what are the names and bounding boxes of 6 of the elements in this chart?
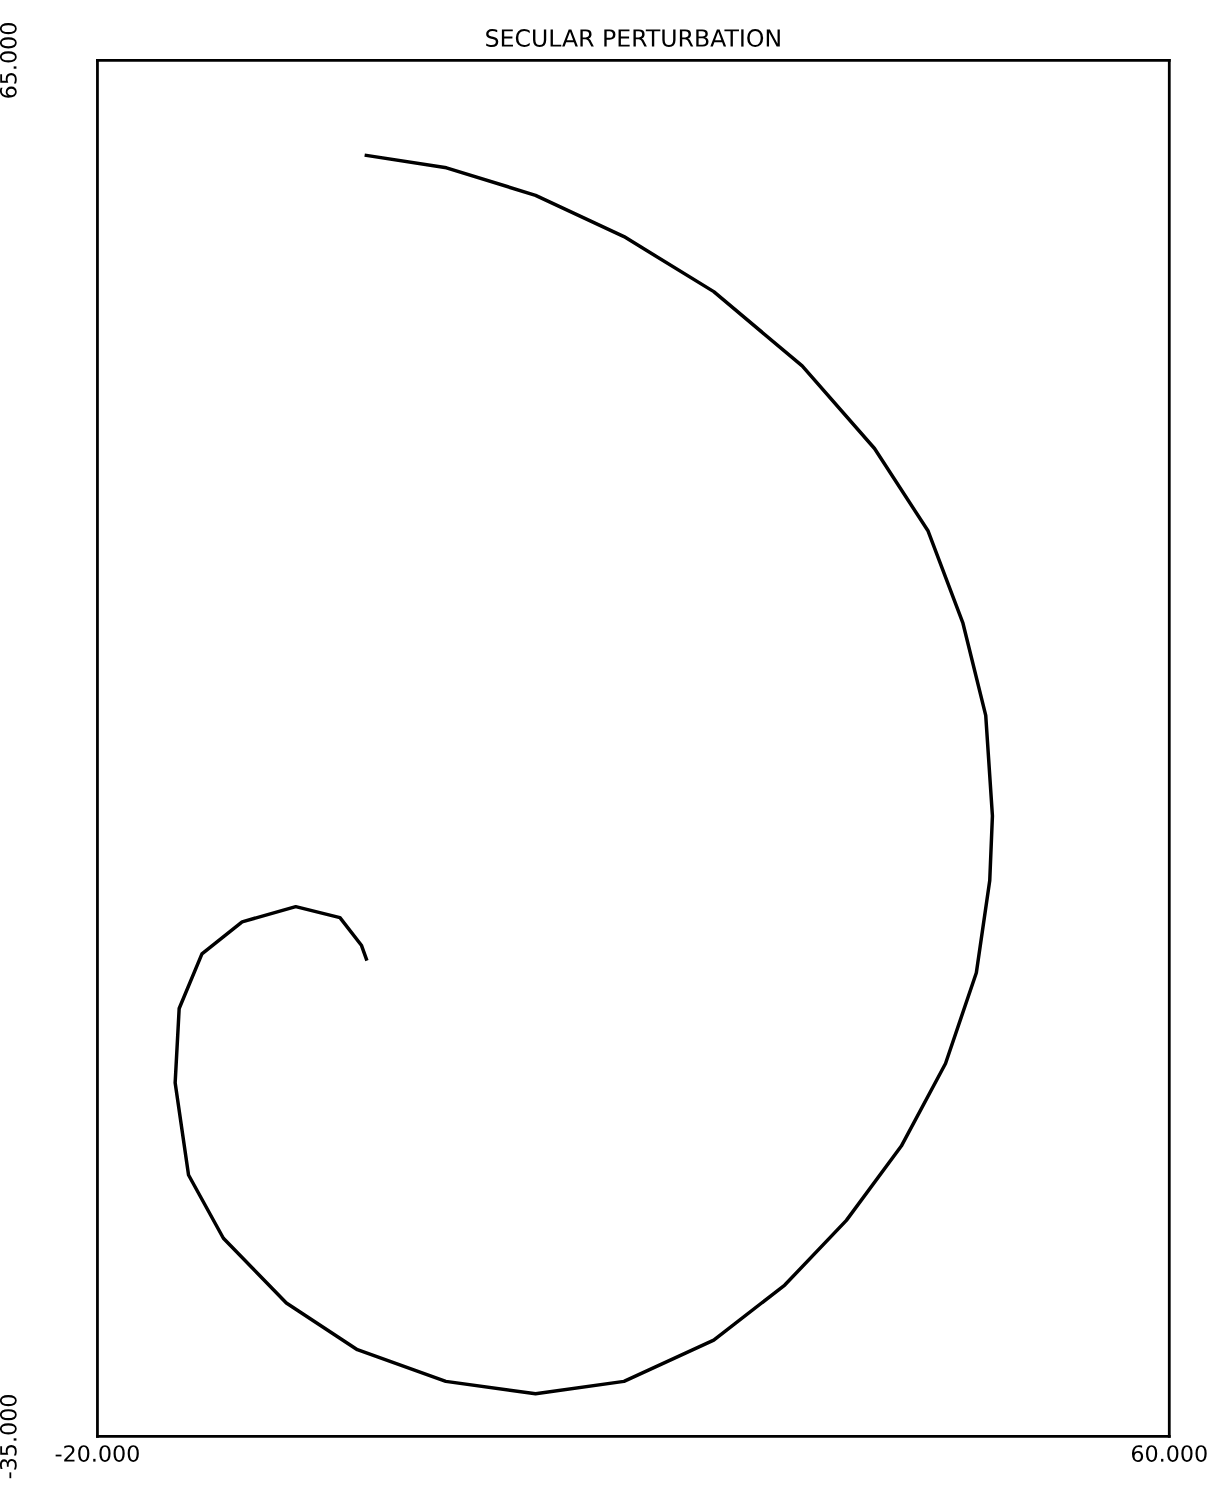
chart-title: SECULAR PERTURBATION — [486, 29, 780, 47]
line-series — [173, 153, 995, 1396]
x-tick-label: 60.000 — [1131, 1445, 1207, 1462]
x-tick-label: -20.000 — [55, 1445, 139, 1462]
y-tick-label: -35.000 — [0, 1394, 17, 1479]
y-tick-label: 65.000 — [0, 23, 17, 98]
